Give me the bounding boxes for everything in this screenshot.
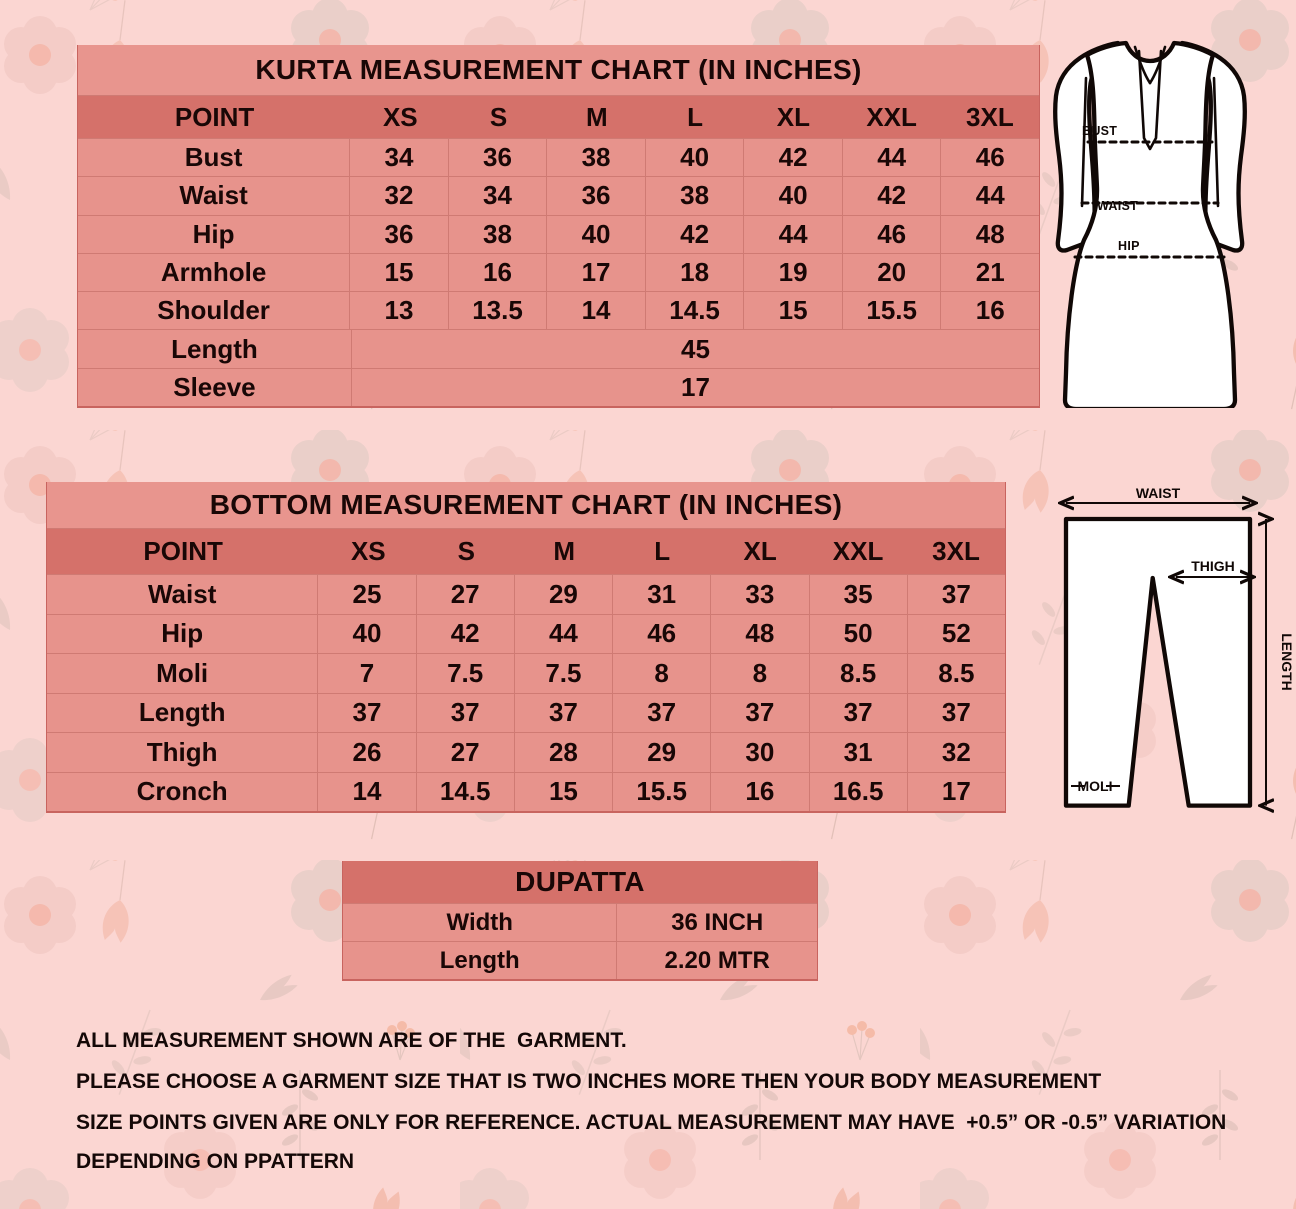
svg-text:BUST: BUST	[1082, 124, 1117, 138]
svg-text:WAIST: WAIST	[1097, 199, 1138, 213]
svg-text:HIP: HIP	[1118, 239, 1140, 253]
svg-text:MOLI: MOLI	[1078, 778, 1113, 794]
svg-text:LENGTH: LENGTH	[1279, 633, 1295, 691]
svg-text:WAIST: WAIST	[1136, 487, 1181, 501]
svg-text:THIGH: THIGH	[1191, 558, 1235, 574]
